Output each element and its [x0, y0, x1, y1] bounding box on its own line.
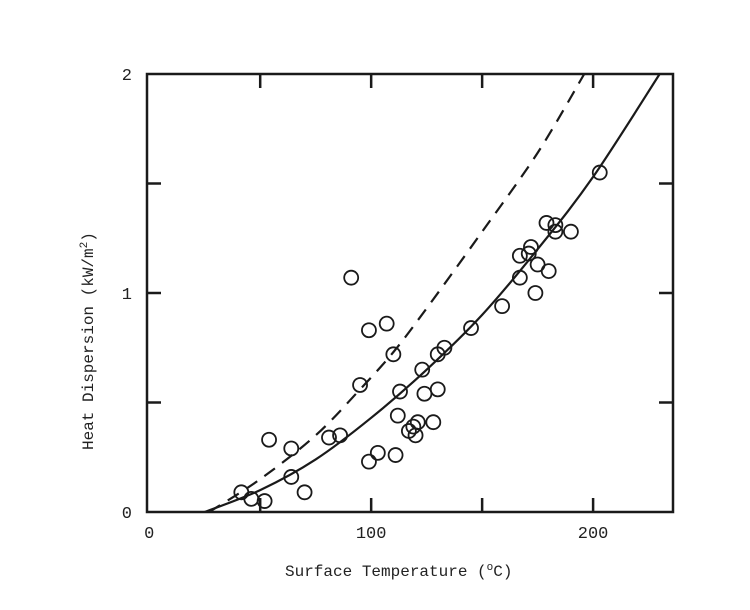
x-tick-label: 200 [578, 525, 609, 544]
data-point [409, 414, 426, 431]
data-point [261, 431, 277, 448]
data-point [511, 247, 528, 264]
data-point [387, 447, 404, 463]
data-point [540, 263, 557, 280]
data-point [361, 453, 377, 470]
data-point [369, 444, 386, 461]
data-point [527, 285, 544, 301]
data-point [256, 493, 273, 509]
data-point [511, 269, 528, 286]
data-point [283, 469, 300, 485]
data-point [463, 320, 479, 336]
data-point [494, 298, 511, 315]
data-point [538, 215, 555, 231]
y-tick-label: 0 [122, 505, 132, 524]
data-point [352, 377, 368, 393]
data-point [547, 217, 564, 234]
data-point [416, 385, 433, 402]
data-point [563, 223, 579, 240]
y-tick-label: 2 [122, 67, 132, 86]
data-point [283, 440, 300, 457]
data-point [296, 484, 313, 501]
data-point [343, 269, 360, 286]
x-tick-label: 100 [356, 525, 387, 544]
data-point [405, 418, 422, 435]
data-point [436, 339, 453, 356]
x-axis-label: Surface Temperature (oC) [285, 562, 512, 581]
data-point [321, 429, 337, 446]
data-point [378, 315, 395, 332]
y-tick-label: 1 [122, 286, 132, 305]
plot-frame [145, 72, 675, 514]
data-point [332, 427, 348, 444]
data-point [523, 239, 539, 255]
data-points [233, 164, 608, 509]
dashed-fit-curve [208, 73, 586, 513]
ticks [147, 74, 673, 512]
x-tick-label: 0 [144, 525, 154, 544]
tick-labels: 0 100 200 0 1 2 [122, 67, 609, 544]
data-point [591, 164, 608, 181]
data-point [520, 245, 537, 262]
data-point [547, 223, 564, 240]
data-point [385, 346, 402, 363]
data-point [389, 407, 406, 424]
y-axis-label: Heat Dispersion (kW/m2) [79, 232, 98, 450]
data-point [392, 383, 408, 400]
data-point [414, 361, 431, 378]
data-point [425, 414, 442, 431]
data-point [361, 322, 377, 339]
data-point [429, 381, 446, 398]
